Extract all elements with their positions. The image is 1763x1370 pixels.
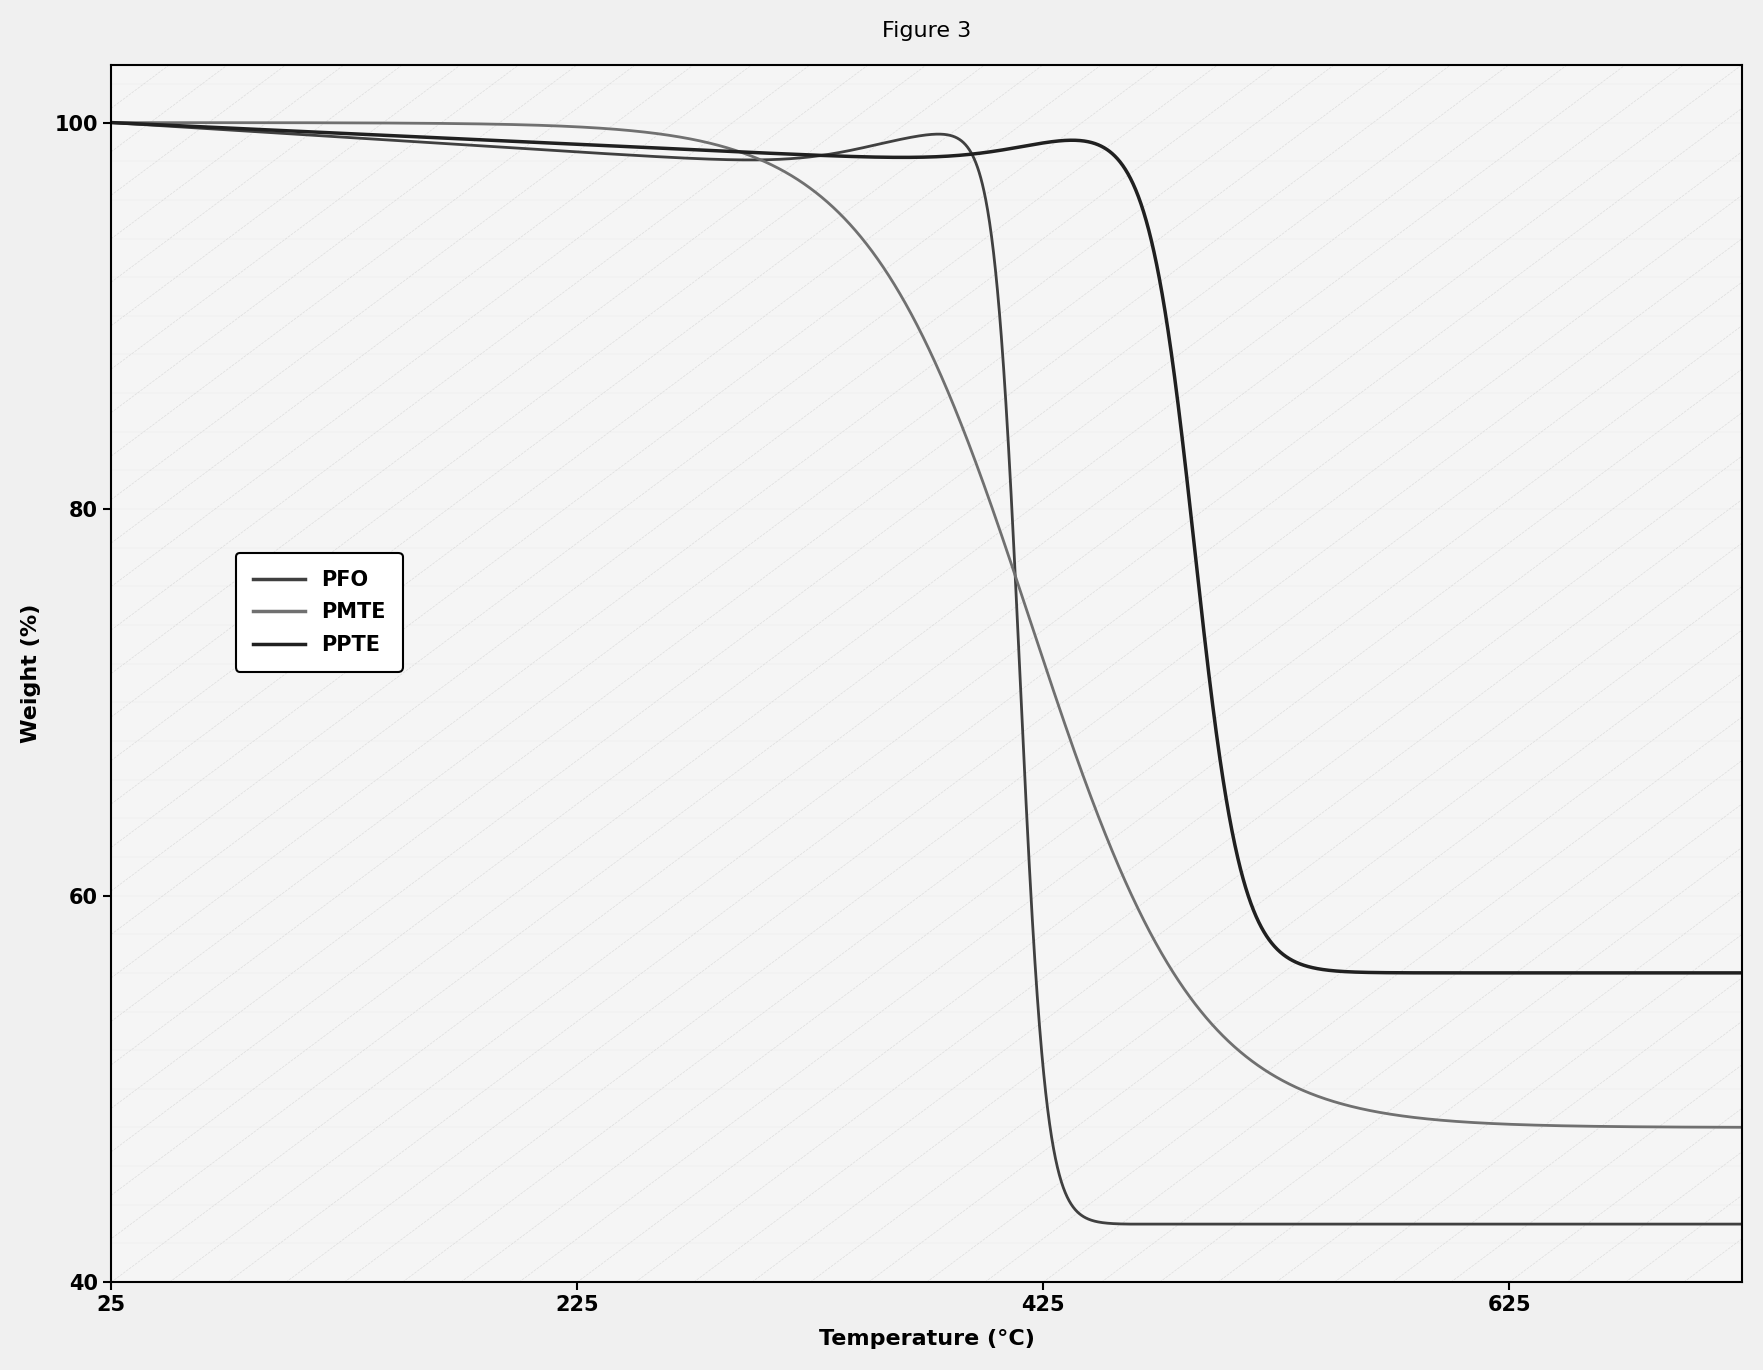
PFO — [1442, 1217, 1463, 1233]
PFO — [1731, 1217, 1752, 1233]
PPTE — [397, 129, 418, 145]
X-axis label: Temperature (°C): Temperature (°C) — [818, 1329, 1035, 1349]
PFO — [397, 133, 418, 149]
PMTE — [1317, 1092, 1338, 1108]
PFO — [725, 152, 746, 169]
Line: PPTE: PPTE — [111, 122, 1742, 973]
PMTE — [1442, 1112, 1463, 1129]
PMTE — [397, 115, 418, 132]
Legend: PFO, PMTE, PPTE: PFO, PMTE, PPTE — [236, 553, 402, 671]
PPTE — [725, 144, 746, 160]
Y-axis label: Weight (%): Weight (%) — [21, 604, 41, 743]
PFO — [100, 114, 122, 130]
PPTE — [1079, 134, 1100, 151]
PMTE — [1079, 785, 1100, 801]
PMTE — [100, 114, 122, 130]
PPTE — [1317, 962, 1338, 978]
PMTE — [1162, 962, 1183, 978]
PPTE — [100, 114, 122, 130]
Line: PMTE: PMTE — [111, 122, 1742, 1128]
PPTE — [1469, 964, 1490, 981]
PPTE — [1442, 964, 1463, 981]
Line: PFO: PFO — [111, 122, 1742, 1225]
PFO — [1120, 1217, 1141, 1233]
PFO — [1162, 1217, 1183, 1233]
PMTE — [725, 142, 746, 159]
PFO — [1079, 1211, 1100, 1228]
PPTE — [1162, 349, 1183, 366]
PPTE — [1731, 964, 1752, 981]
Title: Figure 3: Figure 3 — [882, 21, 971, 41]
PFO — [1319, 1217, 1340, 1233]
PMTE — [1731, 1119, 1752, 1136]
